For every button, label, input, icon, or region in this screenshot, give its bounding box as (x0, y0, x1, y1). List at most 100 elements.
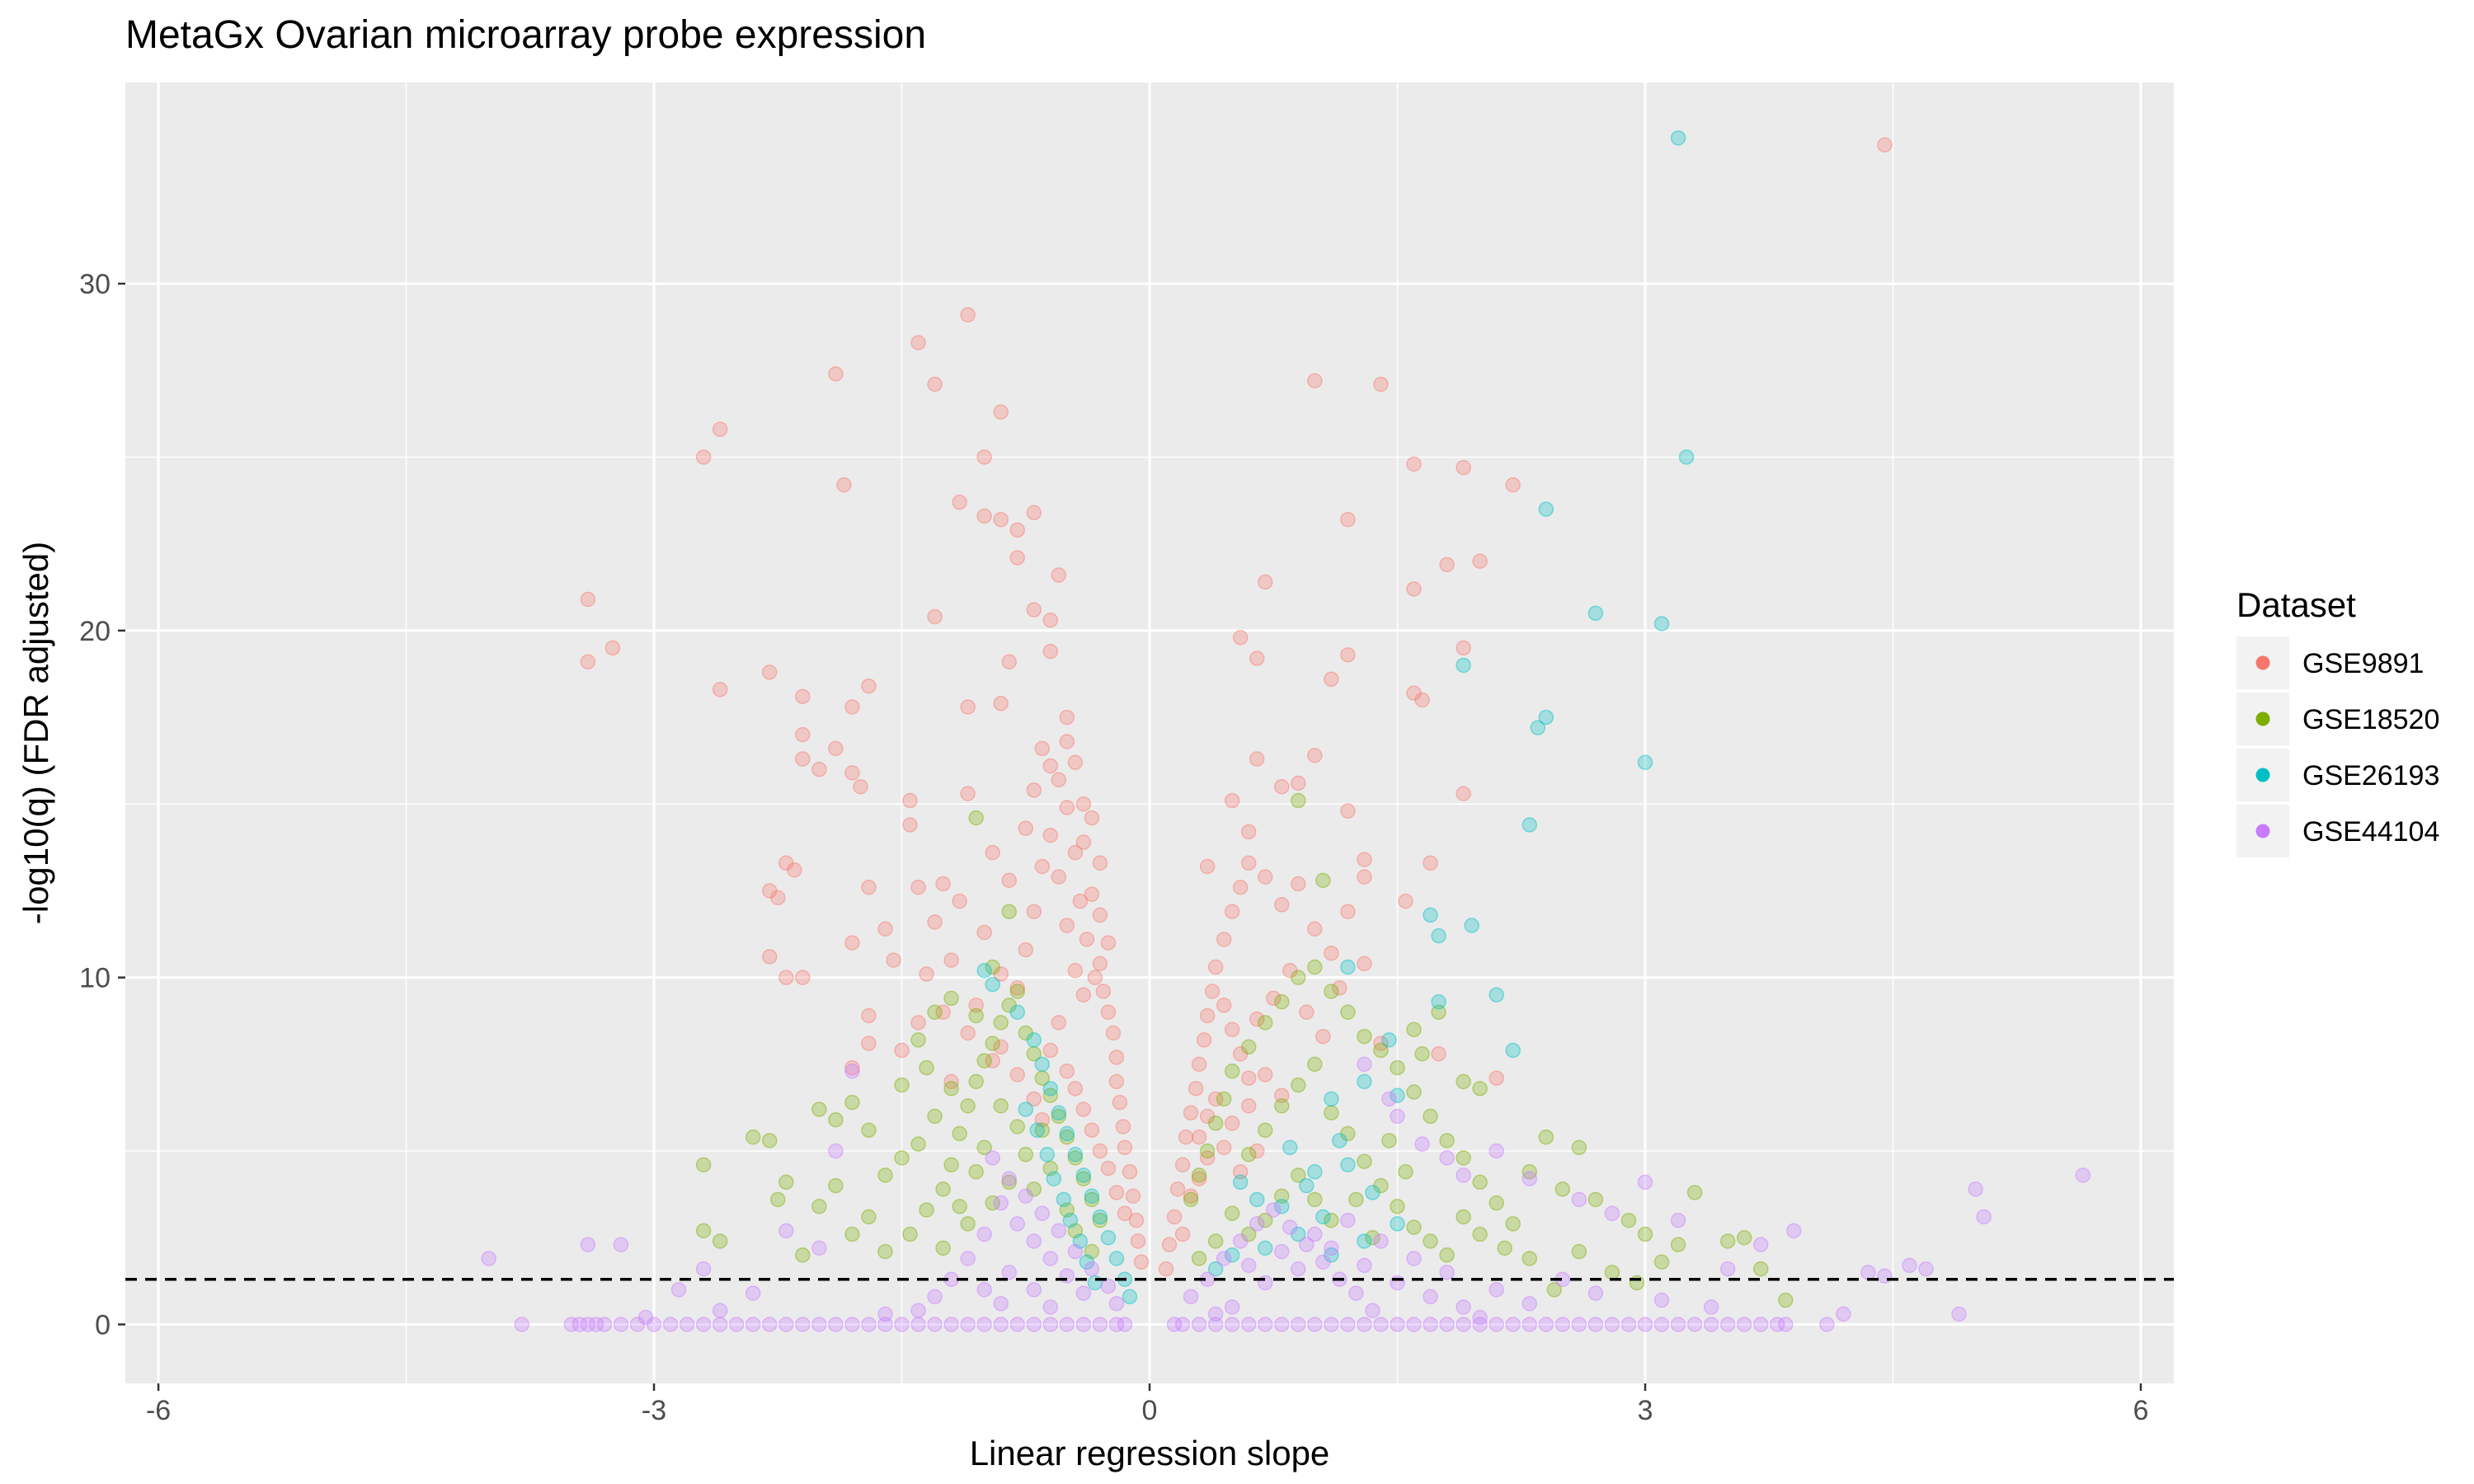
data-point (1678, 449, 1695, 465)
data-point (985, 1195, 1000, 1211)
data-point (861, 678, 877, 694)
data-point (1554, 1317, 1571, 1332)
data-point (604, 640, 621, 656)
data-point (1026, 782, 1042, 798)
data-point (1786, 1223, 1802, 1239)
data-point (1087, 970, 1103, 985)
data-point (1034, 1070, 1051, 1086)
data-point (1199, 1150, 1216, 1166)
data-point (1042, 1081, 1059, 1097)
x-axis-title: Linear regression slope (970, 1434, 1330, 1472)
data-point (1108, 1251, 1125, 1266)
data-point (1390, 1317, 1405, 1332)
data-point (968, 1007, 984, 1024)
data-point (1042, 827, 1059, 843)
data-point (1108, 1317, 1125, 1332)
data-point (1112, 1094, 1128, 1111)
data-point (1324, 1212, 1339, 1228)
data-point (1207, 1233, 1224, 1249)
data-point (1092, 1143, 1108, 1159)
data-point (1001, 1171, 1017, 1186)
data-point (1357, 956, 1372, 972)
data-point (1398, 1164, 1413, 1180)
data-point (1340, 1212, 1356, 1228)
data-point (1291, 1077, 1306, 1093)
data-point (1777, 1317, 1794, 1332)
data-point (1249, 650, 1265, 666)
data-point (1257, 1067, 1273, 1082)
data-point (1034, 1122, 1051, 1139)
data-point (1009, 1119, 1025, 1134)
data-point (927, 376, 943, 392)
data-point (1439, 1133, 1455, 1148)
data-point (1505, 1216, 1521, 1232)
data-point (1034, 1111, 1051, 1128)
data-point (910, 1317, 926, 1332)
data-point (1406, 456, 1422, 472)
data-point (1456, 786, 1471, 801)
data-point (1587, 605, 1604, 622)
data-point (927, 1108, 943, 1125)
y-tick-label: 20 (79, 616, 111, 647)
data-point (943, 952, 959, 968)
data-point (1307, 1191, 1323, 1208)
data-point (1051, 1015, 1067, 1031)
data-point (1522, 1251, 1537, 1266)
data-point (1406, 1219, 1422, 1235)
data-point (1522, 817, 1537, 833)
data-point (993, 966, 1009, 982)
data-point (1373, 1317, 1389, 1332)
data-point (1390, 1059, 1405, 1076)
data-point (1240, 1226, 1257, 1242)
data-point (1240, 1098, 1257, 1114)
data-point (1489, 1282, 1504, 1298)
data-point (1390, 1216, 1405, 1232)
data-point (778, 855, 794, 871)
data-point (1095, 984, 1112, 999)
data-point (1752, 1261, 1769, 1277)
data-point (1315, 872, 1331, 889)
data-point (1472, 1226, 1488, 1242)
data-point (1423, 1108, 1438, 1125)
data-point (1216, 998, 1232, 1013)
data-point (1059, 709, 1075, 726)
data-point (844, 1317, 860, 1332)
data-point (1232, 1233, 1249, 1249)
data-point (1703, 1299, 1719, 1315)
data-point (1324, 1105, 1339, 1121)
data-point (1059, 1129, 1075, 1145)
x-tick-label: 6 (2133, 1395, 2148, 1426)
data-point (1324, 1240, 1339, 1256)
data-point (1216, 932, 1232, 947)
data-point (952, 1125, 967, 1142)
data-point (1587, 1317, 1604, 1332)
data-point (1075, 834, 1092, 850)
data-point (1026, 1317, 1042, 1332)
data-point (1670, 130, 1686, 146)
data-point (1357, 1257, 1372, 1274)
legend-item: GSE9891 (2236, 636, 2424, 689)
data-point (993, 695, 1009, 711)
data-point (1472, 1309, 1488, 1326)
data-point (1018, 1025, 1034, 1041)
data-point (1439, 1265, 1455, 1280)
x-tick-label: -3 (642, 1395, 666, 1426)
data-point (910, 1136, 926, 1152)
data-point (902, 792, 918, 809)
data-point (580, 1317, 596, 1332)
data-point (646, 1317, 662, 1332)
data-point (910, 1015, 926, 1031)
data-point (1472, 553, 1488, 569)
data-point (1224, 1317, 1240, 1332)
data-point (1299, 1177, 1315, 1194)
data-point (935, 1004, 951, 1020)
data-point (902, 1226, 918, 1242)
data-point (1232, 880, 1249, 895)
data-point (976, 1053, 992, 1068)
data-point (1009, 1004, 1025, 1020)
data-point (1604, 1317, 1620, 1332)
data-point (1414, 692, 1430, 708)
data-point (993, 1195, 1009, 1211)
data-point (1067, 962, 1084, 979)
